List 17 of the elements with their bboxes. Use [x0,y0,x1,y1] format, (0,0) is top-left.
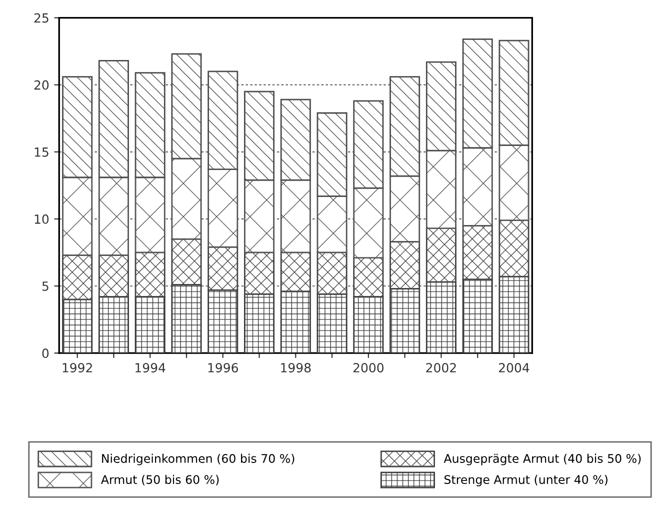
x-tick-label: 1996 [208,363,238,372]
y-tick-label: 0 [42,348,49,358]
legend-label: Strenge Armut (unter 40 %) [444,474,608,486]
x-tick-label: 2002 [426,363,456,372]
legend-label: Ausgeprägte Armut (40 bis 50 %) [444,454,641,466]
legend-label: Armut (50 bis 60 %) [101,474,219,486]
y-tick-label: 10 [34,214,49,224]
x-tick-label: 1992 [62,363,92,372]
x-tick-label: 1998 [281,363,311,372]
x-tick-label: 2000 [353,363,384,372]
y-tick-label: 15 [34,148,48,157]
x-tick-label: 2004 [498,363,530,372]
y-tick-label: 25 [34,13,48,23]
x-tick-label: 1994 [136,363,166,372]
y-tick-label: 5 [42,282,48,291]
legend-label: Niedrigeinkommen (60 bis 70 %) [102,454,294,466]
y-tick-label: 20 [34,80,49,90]
